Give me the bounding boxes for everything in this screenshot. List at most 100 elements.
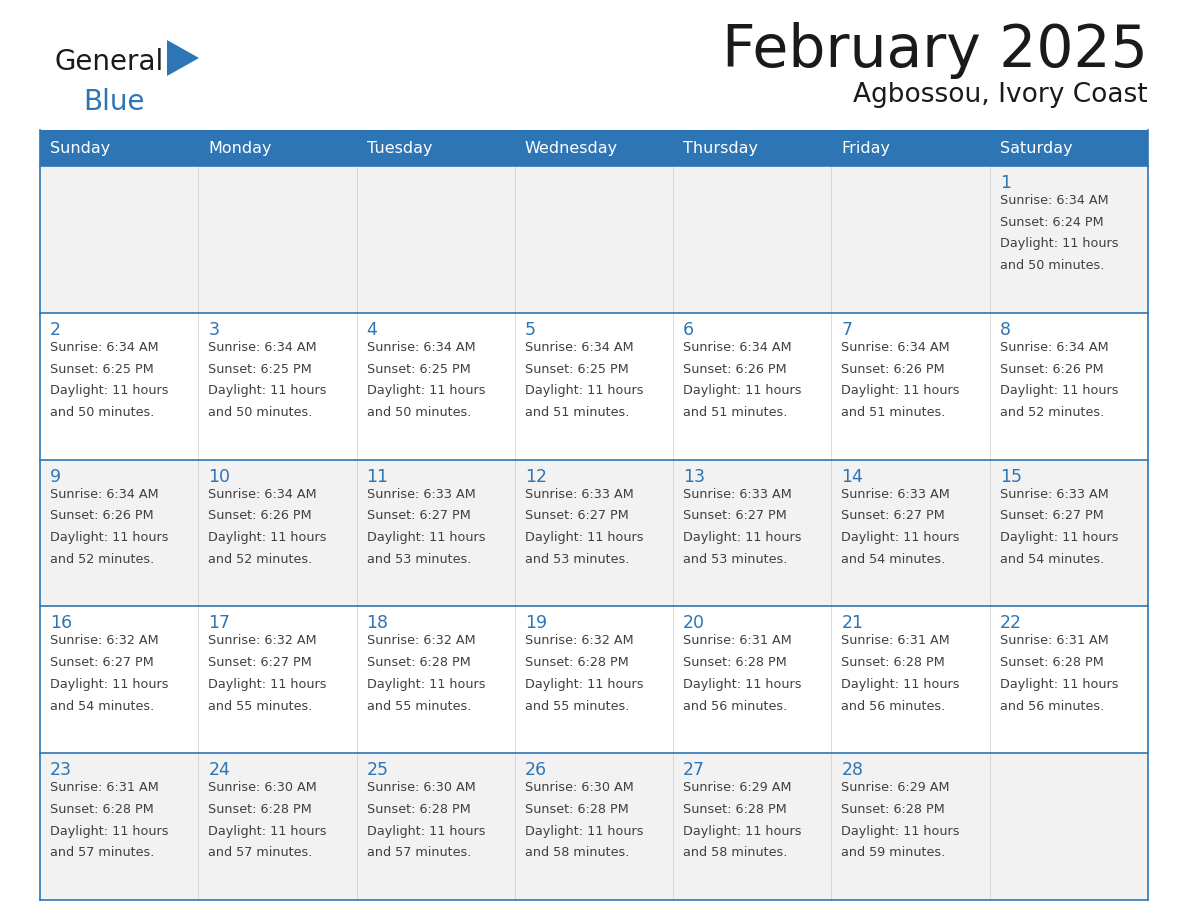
Text: February 2025: February 2025 <box>722 22 1148 79</box>
Text: Daylight: 11 hours: Daylight: 11 hours <box>525 824 644 837</box>
Text: Daylight: 11 hours: Daylight: 11 hours <box>1000 531 1118 544</box>
Text: Sunset: 6:28 PM: Sunset: 6:28 PM <box>367 656 470 669</box>
Text: Friday: Friday <box>841 140 891 155</box>
Text: and 58 minutes.: and 58 minutes. <box>525 846 630 859</box>
Text: and 52 minutes.: and 52 minutes. <box>50 553 154 565</box>
Text: 13: 13 <box>683 467 706 486</box>
Bar <box>40 130 1148 166</box>
Text: 11: 11 <box>367 467 388 486</box>
Text: Daylight: 11 hours: Daylight: 11 hours <box>841 531 960 544</box>
Text: Daylight: 11 hours: Daylight: 11 hours <box>841 824 960 837</box>
Text: Sunset: 6:25 PM: Sunset: 6:25 PM <box>50 363 153 375</box>
Text: Daylight: 11 hours: Daylight: 11 hours <box>50 677 169 691</box>
Text: Sunrise: 6:33 AM: Sunrise: 6:33 AM <box>841 487 950 500</box>
Text: Sunset: 6:27 PM: Sunset: 6:27 PM <box>367 509 470 522</box>
Text: and 57 minutes.: and 57 minutes. <box>367 846 470 859</box>
Text: and 56 minutes.: and 56 minutes. <box>1000 700 1104 712</box>
Text: Sunrise: 6:30 AM: Sunrise: 6:30 AM <box>525 781 633 794</box>
Text: 28: 28 <box>841 761 864 779</box>
Text: Blue: Blue <box>83 88 145 116</box>
Text: Sunset: 6:27 PM: Sunset: 6:27 PM <box>841 509 946 522</box>
Text: 24: 24 <box>208 761 230 779</box>
Text: Sunset: 6:28 PM: Sunset: 6:28 PM <box>367 803 470 816</box>
Text: Daylight: 11 hours: Daylight: 11 hours <box>525 531 644 544</box>
Text: Sunset: 6:27 PM: Sunset: 6:27 PM <box>683 509 786 522</box>
Text: Daylight: 11 hours: Daylight: 11 hours <box>367 531 485 544</box>
Text: Daylight: 11 hours: Daylight: 11 hours <box>208 385 327 397</box>
Text: Sunset: 6:27 PM: Sunset: 6:27 PM <box>208 656 312 669</box>
Text: Sunset: 6:28 PM: Sunset: 6:28 PM <box>50 803 153 816</box>
Text: and 56 minutes.: and 56 minutes. <box>683 700 788 712</box>
Text: 6: 6 <box>683 320 694 339</box>
Text: Daylight: 11 hours: Daylight: 11 hours <box>50 824 169 837</box>
Text: Saturday: Saturday <box>1000 140 1073 155</box>
Text: 12: 12 <box>525 467 546 486</box>
Text: and 57 minutes.: and 57 minutes. <box>208 846 312 859</box>
Text: Sunset: 6:27 PM: Sunset: 6:27 PM <box>50 656 153 669</box>
Text: 26: 26 <box>525 761 546 779</box>
Text: Sunset: 6:27 PM: Sunset: 6:27 PM <box>1000 509 1104 522</box>
Text: and 54 minutes.: and 54 minutes. <box>841 553 946 565</box>
Text: and 55 minutes.: and 55 minutes. <box>367 700 470 712</box>
Text: Daylight: 11 hours: Daylight: 11 hours <box>683 677 802 691</box>
Text: Agbossou, Ivory Coast: Agbossou, Ivory Coast <box>853 82 1148 108</box>
Text: Sunset: 6:28 PM: Sunset: 6:28 PM <box>683 656 786 669</box>
Text: General: General <box>55 48 164 76</box>
Text: Sunrise: 6:34 AM: Sunrise: 6:34 AM <box>50 487 159 500</box>
Text: 9: 9 <box>50 467 61 486</box>
Bar <box>40 460 1148 607</box>
Text: Sunrise: 6:32 AM: Sunrise: 6:32 AM <box>525 634 633 647</box>
Text: Sunrise: 6:34 AM: Sunrise: 6:34 AM <box>683 341 791 353</box>
Text: Sunrise: 6:29 AM: Sunrise: 6:29 AM <box>683 781 791 794</box>
Text: Sunrise: 6:31 AM: Sunrise: 6:31 AM <box>683 634 792 647</box>
Text: Sunrise: 6:29 AM: Sunrise: 6:29 AM <box>841 781 950 794</box>
Text: 15: 15 <box>1000 467 1022 486</box>
Text: Sunset: 6:28 PM: Sunset: 6:28 PM <box>683 803 786 816</box>
Text: 16: 16 <box>50 614 72 633</box>
Text: Daylight: 11 hours: Daylight: 11 hours <box>841 385 960 397</box>
Text: Sunrise: 6:31 AM: Sunrise: 6:31 AM <box>50 781 159 794</box>
Text: Sunrise: 6:30 AM: Sunrise: 6:30 AM <box>367 781 475 794</box>
Text: Sunrise: 6:32 AM: Sunrise: 6:32 AM <box>208 634 317 647</box>
Text: Daylight: 11 hours: Daylight: 11 hours <box>367 824 485 837</box>
Text: 5: 5 <box>525 320 536 339</box>
Text: Sunset: 6:28 PM: Sunset: 6:28 PM <box>841 803 946 816</box>
Text: Sunrise: 6:34 AM: Sunrise: 6:34 AM <box>208 487 317 500</box>
Text: Sunset: 6:24 PM: Sunset: 6:24 PM <box>1000 216 1104 229</box>
Text: Sunrise: 6:34 AM: Sunrise: 6:34 AM <box>208 341 317 353</box>
Text: 2: 2 <box>50 320 61 339</box>
Text: and 53 minutes.: and 53 minutes. <box>683 553 788 565</box>
Text: and 52 minutes.: and 52 minutes. <box>1000 406 1104 419</box>
Text: Daylight: 11 hours: Daylight: 11 hours <box>50 531 169 544</box>
Text: Sunrise: 6:33 AM: Sunrise: 6:33 AM <box>367 487 475 500</box>
Bar <box>40 313 1148 460</box>
Text: and 51 minutes.: and 51 minutes. <box>525 406 630 419</box>
Text: 25: 25 <box>367 761 388 779</box>
Text: Daylight: 11 hours: Daylight: 11 hours <box>1000 677 1118 691</box>
Text: Daylight: 11 hours: Daylight: 11 hours <box>841 677 960 691</box>
Text: Sunrise: 6:33 AM: Sunrise: 6:33 AM <box>683 487 792 500</box>
Text: 19: 19 <box>525 614 546 633</box>
Text: and 57 minutes.: and 57 minutes. <box>50 846 154 859</box>
Text: Sunrise: 6:32 AM: Sunrise: 6:32 AM <box>50 634 159 647</box>
Text: and 58 minutes.: and 58 minutes. <box>683 846 788 859</box>
Text: Sunset: 6:26 PM: Sunset: 6:26 PM <box>683 363 786 375</box>
Text: Daylight: 11 hours: Daylight: 11 hours <box>208 677 327 691</box>
Text: Sunrise: 6:34 AM: Sunrise: 6:34 AM <box>50 341 159 353</box>
Text: Sunrise: 6:34 AM: Sunrise: 6:34 AM <box>1000 194 1108 207</box>
Text: and 54 minutes.: and 54 minutes. <box>50 700 154 712</box>
Text: Daylight: 11 hours: Daylight: 11 hours <box>1000 238 1118 251</box>
Text: Sunrise: 6:34 AM: Sunrise: 6:34 AM <box>841 341 950 353</box>
Text: and 50 minutes.: and 50 minutes. <box>50 406 154 419</box>
Text: Sunrise: 6:31 AM: Sunrise: 6:31 AM <box>1000 634 1108 647</box>
Text: Sunset: 6:28 PM: Sunset: 6:28 PM <box>1000 656 1104 669</box>
Text: Sunday: Sunday <box>50 140 110 155</box>
Text: 7: 7 <box>841 320 853 339</box>
Text: and 50 minutes.: and 50 minutes. <box>367 406 470 419</box>
Text: Daylight: 11 hours: Daylight: 11 hours <box>525 677 644 691</box>
Text: Sunrise: 6:30 AM: Sunrise: 6:30 AM <box>208 781 317 794</box>
Text: Sunrise: 6:34 AM: Sunrise: 6:34 AM <box>525 341 633 353</box>
Text: Sunset: 6:28 PM: Sunset: 6:28 PM <box>525 803 628 816</box>
Text: 8: 8 <box>1000 320 1011 339</box>
Bar <box>40 607 1148 753</box>
